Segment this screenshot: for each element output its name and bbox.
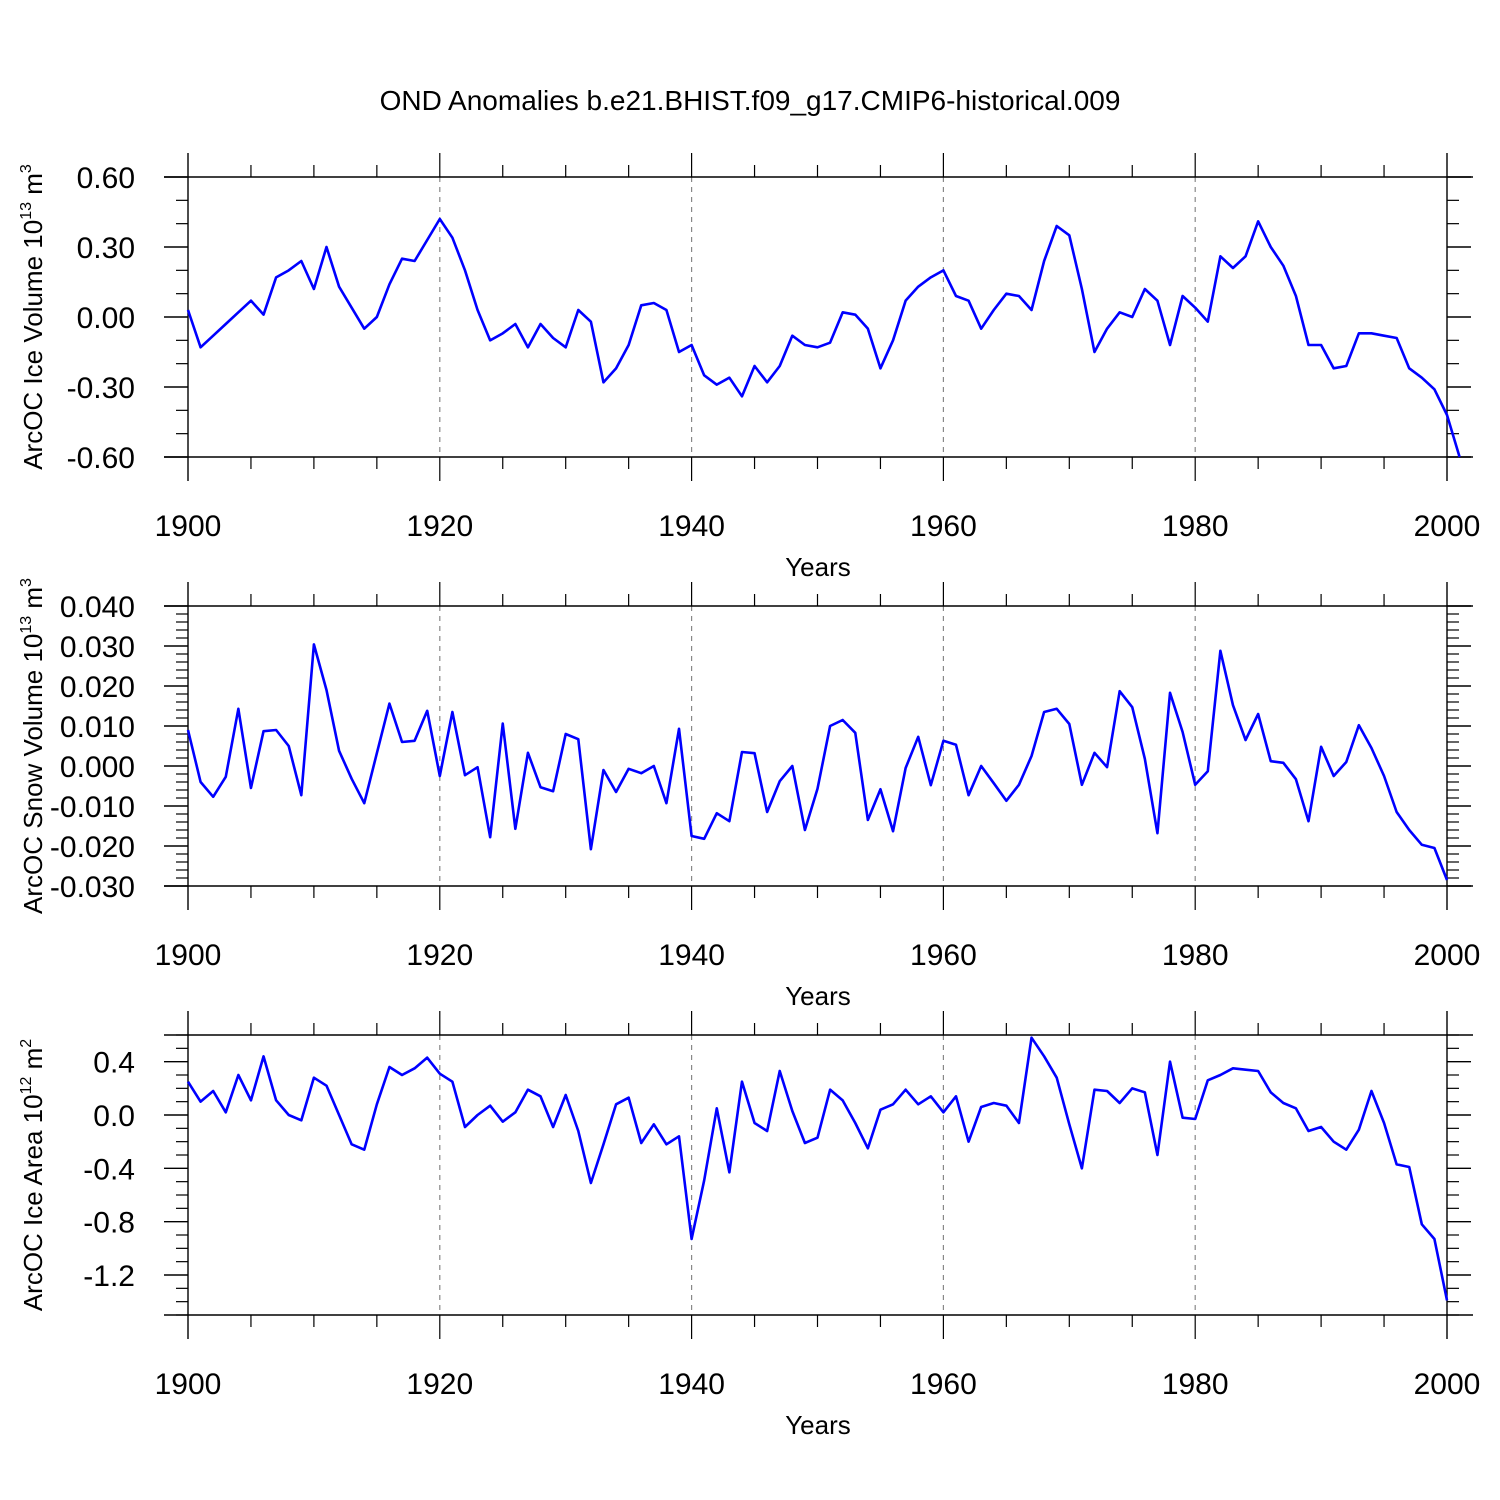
x-tick-label: 1940 <box>658 510 725 543</box>
y-tick-label: -0.030 <box>50 871 135 904</box>
y-tick-label: -0.30 <box>67 372 135 405</box>
x-tick-label: 1900 <box>155 939 222 972</box>
y-tick-label: 0.040 <box>60 591 135 624</box>
y-tick-label: -1.2 <box>83 1260 135 1293</box>
x-tick-label: 2000 <box>1414 1368 1481 1401</box>
x-axis-label: Years <box>785 552 851 582</box>
x-tick-label: 1960 <box>910 510 977 543</box>
x-tick-label: 1980 <box>1162 1368 1229 1401</box>
x-tick-label: 1960 <box>910 939 977 972</box>
x-tick-label: 1980 <box>1162 510 1229 543</box>
y-tick-label: 0.00 <box>77 302 135 335</box>
y-tick-label: -0.60 <box>67 442 135 475</box>
x-tick-label: 2000 <box>1414 510 1481 543</box>
y-tick-label: 0.30 <box>77 232 135 265</box>
x-tick-label: 1900 <box>155 510 222 543</box>
y-tick-label: -0.4 <box>83 1153 135 1186</box>
x-tick-label: 1940 <box>658 1368 725 1401</box>
y-tick-label: 0.010 <box>60 711 135 744</box>
y-axis-label: ArcOC Ice Volume 1013 m3 <box>18 164 48 470</box>
y-axis-label: ArcOC Snow Volume 1013 m3 <box>18 578 48 914</box>
series-line-arcoc-ice-area <box>186 1036 1449 1301</box>
y-tick-label: -0.020 <box>50 831 135 864</box>
panels: -0.60 -0.30 0.00 0.30 0.60 1900 1920 1940 1960 19… <box>18 153 1480 1440</box>
x-tick-label: 1920 <box>406 939 473 972</box>
y-tick-label: -0.8 <box>83 1207 135 1240</box>
x-tick-label: 1900 <box>155 1368 222 1401</box>
panel-1: -0.60 -0.30 0.00 0.30 0.60 1900 1920 1940 1960 19… <box>18 153 1480 582</box>
y-tick-label: -0.010 <box>50 791 135 824</box>
x-tick-label: 1920 <box>406 1368 473 1401</box>
y-tick-label: 0.0 <box>93 1100 135 1133</box>
x-tick-label: 1940 <box>658 939 725 972</box>
x-axis-label: Years <box>785 1410 851 1440</box>
x-axis-label: Years <box>785 981 851 1011</box>
y-tick-label: 0.020 <box>60 671 135 704</box>
y-tick-label: 0.030 <box>60 631 135 664</box>
series-line-arcoc-ice-volume <box>186 217 1461 458</box>
x-tick-label: 1960 <box>910 1368 977 1401</box>
figure-title: OND Anomalies b.e21.BHIST.f09_g17.CMIP6-… <box>380 85 1121 116</box>
panel-3: -1.2 -0.8 -0.4 0.0 0.4 1900 1920 1940 1960 1980 20… <box>18 1011 1480 1440</box>
y-axis-label: ArcOC Ice Area 1012 m2 <box>18 1039 48 1311</box>
x-tick-label: 1980 <box>1162 939 1229 972</box>
series-line-arcoc-snow-volume <box>186 643 1449 881</box>
y-tick-label: 0.4 <box>93 1047 135 1080</box>
panel-2: -0.030 -0.020 -0.010 0.000 0.010 0.020 0.030 0.… <box>18 578 1480 1011</box>
x-tick-label: 1920 <box>406 510 473 543</box>
y-tick-label: 0.60 <box>77 162 135 195</box>
y-tick-label: 0.000 <box>60 751 135 784</box>
x-tick-label: 2000 <box>1414 939 1481 972</box>
